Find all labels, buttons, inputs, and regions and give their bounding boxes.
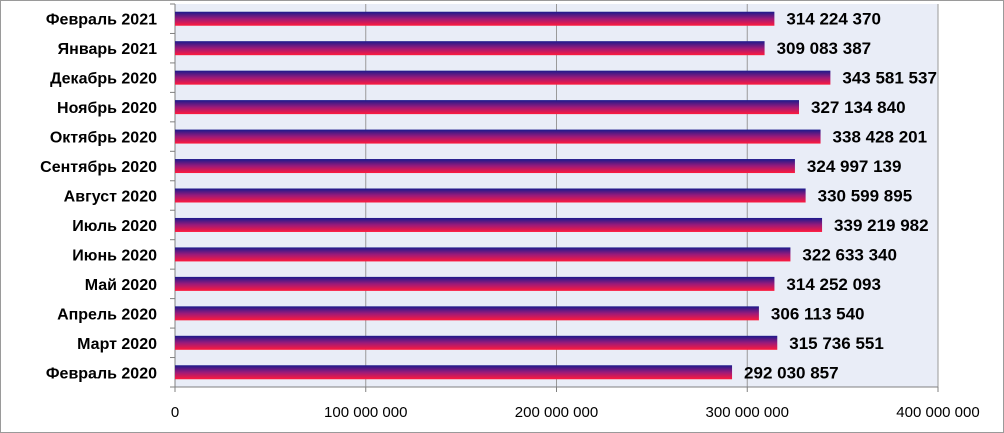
data-label: 309 083 387	[777, 39, 872, 58]
category-label: Июнь 2020	[72, 247, 157, 264]
bar	[175, 217, 823, 232]
data-label: 339 219 982	[834, 216, 929, 235]
category-label: Июль 2020	[72, 218, 157, 235]
category-label: Ноябрь 2020	[57, 100, 157, 117]
bar	[175, 276, 775, 291]
bar	[175, 188, 806, 203]
data-label: 292 030 857	[744, 363, 839, 382]
bar	[175, 129, 821, 144]
category-label: Февраль 2021	[46, 12, 157, 29]
bar	[175, 70, 831, 85]
data-label: 330 599 895	[818, 187, 913, 206]
category-label: Февраль 2020	[46, 365, 157, 382]
bar	[175, 306, 759, 321]
bar	[175, 41, 765, 56]
x-tick-label: 300 000 000	[706, 404, 789, 421]
data-label: 315 736 551	[789, 334, 884, 353]
data-label: 324 997 139	[807, 157, 902, 176]
category-label: Октябрь 2020	[50, 130, 157, 147]
bar	[175, 100, 800, 115]
bar	[175, 11, 775, 26]
data-label: 322 633 340	[802, 245, 897, 264]
data-label: 314 224 370	[786, 10, 881, 29]
data-label: 327 134 840	[811, 98, 906, 117]
category-label: Апрель 2020	[57, 306, 157, 323]
bar	[175, 365, 733, 380]
category-label: Август 2020	[64, 189, 157, 206]
data-label: 306 113 540	[771, 304, 865, 323]
bar	[175, 247, 791, 262]
bar	[175, 159, 795, 174]
data-label: 343 581 537	[842, 69, 937, 88]
category-label: Март 2020	[77, 336, 157, 353]
x-tick-label: 100 000 000	[324, 404, 407, 421]
category-label: Май 2020	[85, 277, 157, 294]
category-label: Сентябрь 2020	[40, 159, 157, 176]
bar	[175, 335, 778, 350]
category-label: Декабрь 2020	[50, 71, 157, 88]
data-label: 338 428 201	[833, 128, 928, 147]
category-label: Январь 2021	[58, 41, 157, 58]
x-tick-label: 0	[171, 404, 179, 421]
data-label: 314 252 093	[786, 275, 881, 294]
x-tick-label: 400 000 000	[896, 404, 979, 421]
x-tick-label: 200 000 000	[515, 404, 598, 421]
